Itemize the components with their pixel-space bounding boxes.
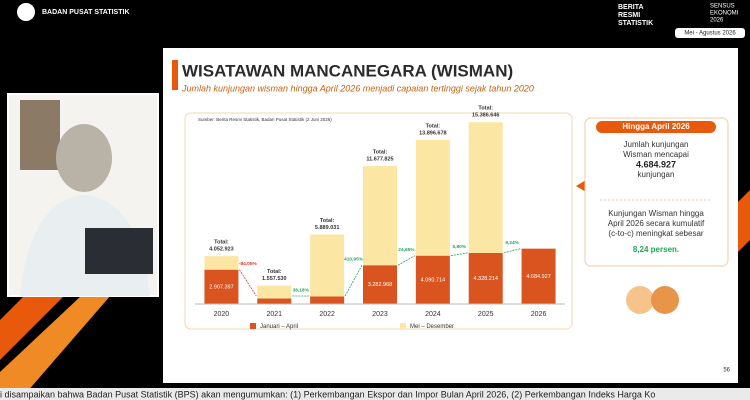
side-text: Wisman mencapai — [623, 150, 689, 159]
bar-segment — [468, 252, 503, 304]
chart: 2.907.3972020Total:4.052.923463.8382021T… — [195, 106, 565, 330]
x-tick-label: 2026 — [531, 311, 547, 318]
side-title: Hingga April 2026 — [622, 122, 690, 131]
growth-label: 38,18% — [293, 287, 310, 293]
title-bar — [172, 60, 178, 90]
side-text: Kunjungan Wisman hingga — [608, 209, 704, 218]
value-label: 4.684.927 — [526, 274, 550, 280]
source: Sumber: Berita Resmi Statistik, Badan Pu… — [198, 117, 332, 122]
brs: BERITA — [618, 4, 644, 11]
sensus: 2026 — [710, 18, 724, 24]
sensus: EKONOMI — [710, 11, 739, 17]
illustration — [626, 286, 654, 314]
bar-segment — [521, 248, 556, 304]
growth-label: 410,95% — [344, 256, 364, 262]
slide-subtitle: Jumlah kunjungan wisman hingga April 202… — [181, 83, 534, 93]
value-label: 2.907.397 — [209, 284, 233, 290]
presenter — [56, 124, 112, 192]
brs: RESMI — [618, 12, 640, 19]
legend-swatch — [250, 323, 256, 329]
value-label: 3.282.968 — [368, 282, 392, 288]
total-prefix: Total: — [478, 106, 493, 112]
total-prefix: Total: — [214, 240, 229, 246]
total-label: 15.386.646 — [472, 113, 500, 119]
value-label: 4.328.214 — [473, 276, 497, 282]
brs: STATISTIK — [618, 20, 653, 27]
ticker: i disampaikan bahwa Badan Pusat Statisti… — [0, 389, 655, 399]
total-prefix: Total: — [267, 269, 282, 275]
bar-segment — [415, 139, 450, 256]
total-prefix: Total: — [320, 218, 335, 224]
bar-segment — [257, 298, 292, 304]
side-text: Jumlah kunjungan — [624, 140, 689, 149]
total-label: 1.557.530 — [262, 276, 286, 282]
side-highlight: 8,24 persen. — [633, 245, 679, 254]
growth-arrow — [397, 255, 416, 266]
x-tick-label: 2023 — [372, 311, 388, 318]
x-tick-label: 2020 — [214, 311, 230, 318]
growth-arrow — [239, 269, 257, 297]
legend-label: Mei – Desember — [410, 324, 454, 330]
x-tick-label: 2025 — [478, 311, 494, 318]
slide-title: WISATAWAN MANCANEGARA (WISMAN) — [182, 61, 513, 80]
bar-segment — [257, 285, 292, 299]
org-name: BADAN PUSAT STATISTIK — [42, 9, 130, 16]
total-prefix: Total: — [373, 150, 388, 156]
ticker-bar — [0, 388, 750, 400]
bar-segment — [204, 256, 239, 270]
illustration — [651, 286, 679, 314]
total-label: 11.677.825 — [366, 157, 393, 163]
webcam-bg — [20, 100, 60, 170]
total-label: 4.052.923 — [209, 247, 233, 253]
growth-label: 8,24% — [505, 240, 519, 246]
total-label: 5.889.031 — [315, 225, 339, 231]
side-value: 4.684.927 — [636, 159, 676, 169]
sensus: SENSUS — [710, 4, 735, 10]
total-prefix: Total: — [426, 123, 441, 129]
side-text: April 2026 secara kumulatif — [608, 219, 705, 228]
side-panel — [584, 117, 729, 267]
legend-swatch — [400, 323, 406, 329]
growth-label: 24,65% — [398, 247, 415, 253]
bar-segment — [310, 296, 345, 304]
bar-segment — [204, 269, 239, 304]
bar-segment — [415, 255, 450, 304]
x-tick-label: 2021 — [266, 311, 282, 318]
period: Mei - Agustus 2026 — [684, 31, 736, 37]
side-badge — [596, 121, 716, 133]
bar-segment — [363, 265, 397, 304]
laptop — [85, 228, 153, 274]
legend-label: Januari – April — [260, 324, 298, 330]
side-text: (c-to-c) meningkat sebesar — [608, 229, 703, 238]
arrow — [576, 180, 586, 192]
value-label: 4.090.714 — [421, 277, 445, 283]
page-number: 56 — [723, 368, 730, 374]
total-label: 13.896.678 — [419, 130, 447, 136]
growth-label: -84,05% — [239, 261, 258, 267]
side-text: kunjungan — [638, 170, 675, 179]
growth-label: 5,80% — [452, 244, 466, 250]
bar-segment — [363, 166, 397, 266]
bps-logo — [17, 3, 35, 21]
bar-segment — [468, 122, 503, 253]
x-tick-label: 2024 — [425, 311, 441, 318]
period-badge — [675, 28, 745, 38]
x-tick-label: 2022 — [319, 311, 335, 318]
bar-segment — [310, 234, 345, 297]
